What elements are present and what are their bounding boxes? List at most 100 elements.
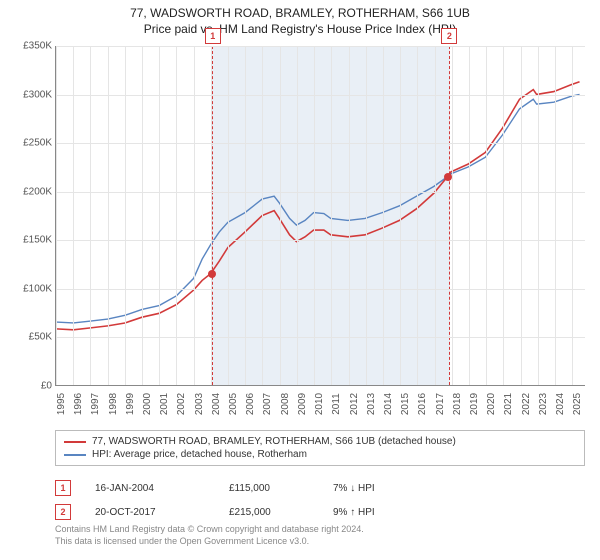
gridline-v bbox=[211, 46, 212, 385]
chart-container: 77, WADSWORTH ROAD, BRAMLEY, ROTHERHAM, … bbox=[0, 0, 600, 560]
y-tick-label: £100K bbox=[2, 283, 52, 294]
gridline-v bbox=[417, 46, 418, 385]
gridline-h bbox=[56, 192, 585, 193]
x-tick-label: 2020 bbox=[486, 393, 497, 415]
legend-box: 77, WADSWORTH ROAD, BRAMLEY, ROTHERHAM, … bbox=[55, 430, 585, 466]
gridline-v bbox=[349, 46, 350, 385]
x-tick-label: 2010 bbox=[314, 393, 325, 415]
legend-label: HPI: Average price, detached house, Roth… bbox=[92, 449, 307, 460]
gridline-v bbox=[486, 46, 487, 385]
x-tick-label: 2022 bbox=[521, 393, 532, 415]
marker-dot-icon bbox=[208, 270, 216, 278]
x-tick-label: 2001 bbox=[159, 393, 170, 415]
x-tick-label: 2021 bbox=[503, 393, 514, 415]
gridline-v bbox=[73, 46, 74, 385]
series-property bbox=[56, 82, 579, 330]
footer-line: This data is licensed under the Open Gov… bbox=[55, 536, 585, 548]
gridline-v bbox=[108, 46, 109, 385]
event-date: 20-OCT-2017 bbox=[95, 507, 205, 518]
marker-box-icon: 2 bbox=[441, 28, 457, 44]
y-tick-label: £50K bbox=[2, 332, 52, 343]
gridline-v bbox=[452, 46, 453, 385]
x-tick-label: 2018 bbox=[452, 393, 463, 415]
gridline-v bbox=[383, 46, 384, 385]
gridline-v bbox=[245, 46, 246, 385]
x-tick-label: 2004 bbox=[211, 393, 222, 415]
x-tick-label: 2006 bbox=[245, 393, 256, 415]
y-tick-label: £350K bbox=[2, 41, 52, 52]
event-marker-icon: 2 bbox=[55, 504, 71, 520]
gridline-v bbox=[194, 46, 195, 385]
event-pct: 7% ↓ HPI bbox=[333, 483, 423, 494]
plot-area: £0£50K£100K£150K£200K£250K£300K£350K1995… bbox=[55, 46, 585, 386]
y-tick-label: £200K bbox=[2, 186, 52, 197]
event-price: £115,000 bbox=[229, 483, 309, 494]
gridline-v bbox=[176, 46, 177, 385]
x-tick-label: 1995 bbox=[56, 393, 67, 415]
x-tick-label: 2009 bbox=[297, 393, 308, 415]
x-tick-label: 2025 bbox=[572, 393, 583, 415]
gridline-v bbox=[503, 46, 504, 385]
x-tick-label: 2008 bbox=[280, 393, 291, 415]
legend-swatch-icon bbox=[64, 441, 86, 443]
x-tick-label: 2015 bbox=[400, 393, 411, 415]
gridline-h bbox=[56, 289, 585, 290]
gridline-v bbox=[125, 46, 126, 385]
x-tick-label: 2002 bbox=[176, 393, 187, 415]
x-tick-label: 2023 bbox=[538, 393, 549, 415]
title-main: 77, WADSWORTH ROAD, BRAMLEY, ROTHERHAM, … bbox=[0, 6, 600, 20]
x-tick-label: 2012 bbox=[349, 393, 360, 415]
x-tick-label: 2005 bbox=[228, 393, 239, 415]
gridline-v bbox=[400, 46, 401, 385]
gridline-v bbox=[90, 46, 91, 385]
event-pct: 9% ↑ HPI bbox=[333, 507, 423, 518]
gridline-h bbox=[56, 95, 585, 96]
legend-row: HPI: Average price, detached house, Roth… bbox=[64, 448, 576, 461]
legend-label: 77, WADSWORTH ROAD, BRAMLEY, ROTHERHAM, … bbox=[92, 436, 456, 447]
x-tick-label: 1999 bbox=[125, 393, 136, 415]
gridline-v bbox=[159, 46, 160, 385]
gridline-v bbox=[469, 46, 470, 385]
gridline-v bbox=[521, 46, 522, 385]
x-tick-label: 1997 bbox=[90, 393, 101, 415]
x-tick-label: 2024 bbox=[555, 393, 566, 415]
gridline-v bbox=[331, 46, 332, 385]
x-tick-label: 2014 bbox=[383, 393, 394, 415]
gridline-v bbox=[228, 46, 229, 385]
gridline-v bbox=[56, 46, 57, 385]
gridline-v bbox=[572, 46, 573, 385]
x-tick-label: 1998 bbox=[108, 393, 119, 415]
x-tick-label: 2017 bbox=[435, 393, 446, 415]
event-marker-icon: 1 bbox=[55, 480, 71, 496]
gridline-v bbox=[142, 46, 143, 385]
x-tick-label: 1996 bbox=[73, 393, 84, 415]
x-tick-label: 2016 bbox=[417, 393, 428, 415]
gridline-v bbox=[280, 46, 281, 385]
legend-row: 77, WADSWORTH ROAD, BRAMLEY, ROTHERHAM, … bbox=[64, 435, 576, 448]
gridline-v bbox=[262, 46, 263, 385]
event-row: 1 16-JAN-2004 £115,000 7% ↓ HPI bbox=[55, 476, 585, 500]
gridline-h bbox=[56, 240, 585, 241]
marker-dot-icon bbox=[444, 173, 452, 181]
footer-attribution: Contains HM Land Registry data © Crown c… bbox=[55, 524, 585, 547]
gridline-v bbox=[435, 46, 436, 385]
y-tick-label: £150K bbox=[2, 235, 52, 246]
gridline-v bbox=[555, 46, 556, 385]
gridline-v bbox=[366, 46, 367, 385]
gridline-h bbox=[56, 337, 585, 338]
gridline-v bbox=[297, 46, 298, 385]
event-price: £215,000 bbox=[229, 507, 309, 518]
x-tick-label: 2011 bbox=[331, 393, 342, 415]
y-tick-label: £300K bbox=[2, 89, 52, 100]
x-tick-label: 2007 bbox=[262, 393, 273, 415]
gridline-v bbox=[538, 46, 539, 385]
gridline-v bbox=[314, 46, 315, 385]
gridline-h bbox=[56, 46, 585, 47]
marker-box-icon: 1 bbox=[205, 28, 221, 44]
x-tick-label: 2000 bbox=[142, 393, 153, 415]
x-tick-label: 2013 bbox=[366, 393, 377, 415]
y-tick-label: £0 bbox=[2, 381, 52, 392]
event-date: 16-JAN-2004 bbox=[95, 483, 205, 494]
x-tick-label: 2003 bbox=[194, 393, 205, 415]
line-series-svg bbox=[56, 46, 585, 385]
